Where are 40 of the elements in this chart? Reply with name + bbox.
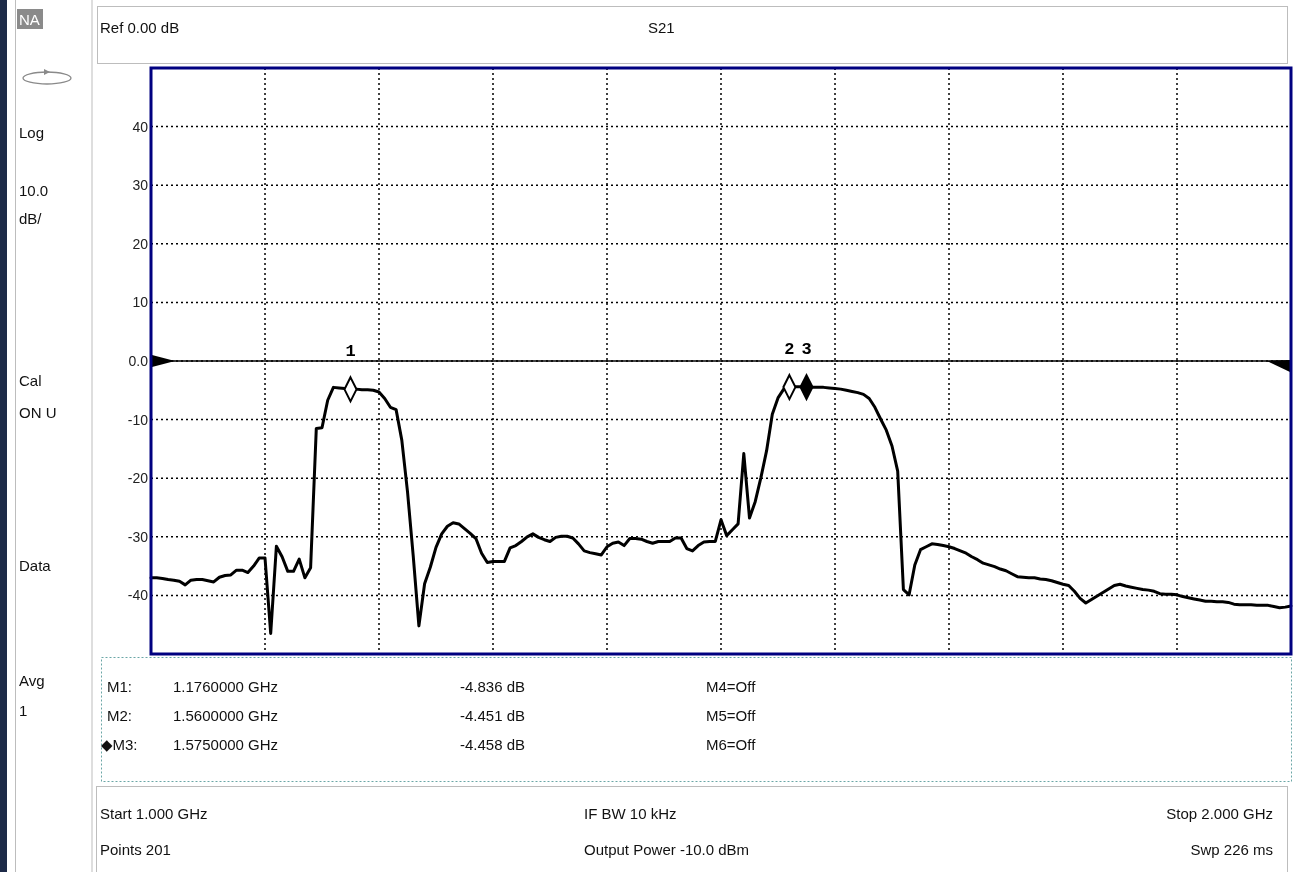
text: 10.0 [19, 182, 49, 199]
text: -4.451 dB [460, 707, 526, 724]
text: Start 1.000 GHz [100, 805, 208, 822]
text: Output Power -10.0 dBm [584, 841, 750, 858]
text: Stop 2.000 GHz [1166, 805, 1273, 822]
text: M5=Off [706, 707, 757, 724]
y-tick-label: -30 [127, 528, 149, 545]
text: Cal [19, 372, 42, 389]
annotation: 1 [345, 342, 356, 362]
text: 1.5600000 GHz [173, 707, 279, 724]
text: 1.1760000 GHz [173, 678, 279, 695]
y-tick-label: 0.0 [128, 353, 149, 369]
text: M1: [107, 678, 133, 695]
text: dB/ [19, 210, 43, 227]
text: ON U [19, 404, 57, 421]
text: -4.836 dB [460, 678, 526, 695]
annotation: 3 [801, 340, 812, 360]
text: M4=Off [706, 678, 757, 695]
text: Points 201 [100, 841, 171, 858]
y-tick-label: 10 [132, 294, 149, 311]
text: Ref 0.00 dB [100, 19, 180, 36]
y-tick-label: 40 [132, 118, 149, 135]
annotation: 2 [784, 340, 795, 360]
y-tick-label: -40 [127, 587, 149, 604]
text: -4.458 dB [460, 736, 526, 753]
y-tick-label: 20 [132, 235, 149, 252]
y-tick-label: -20 [127, 470, 149, 487]
text: 1 [19, 702, 28, 719]
text: M2: [107, 707, 133, 724]
text: IF BW 10 kHz [584, 805, 677, 822]
text: Avg [19, 672, 45, 689]
text: Swp 226 ms [1190, 841, 1273, 858]
text: Data [19, 557, 52, 574]
y-tick-label: -10 [127, 411, 149, 428]
text: 1.5750000 GHz [173, 736, 279, 753]
text: M6=Off [706, 736, 757, 753]
text: Log [19, 124, 45, 141]
y-tick-label: 30 [132, 177, 149, 194]
text: ◆M3: [101, 736, 138, 753]
chart-title: S21 [648, 19, 675, 36]
